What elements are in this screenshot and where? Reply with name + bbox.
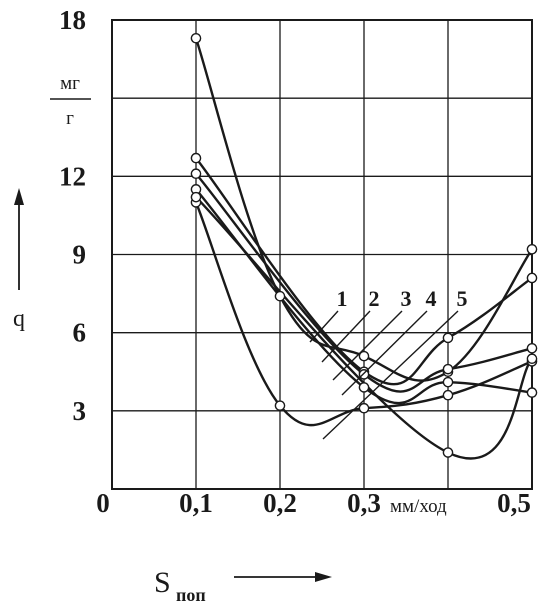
data-point bbox=[526, 243, 538, 255]
x-tick-label: 0 bbox=[96, 488, 110, 518]
data-point bbox=[526, 342, 538, 354]
x-tick-label: 0,3 bbox=[347, 488, 381, 518]
curve-label-4: 4 bbox=[426, 286, 437, 311]
series-line-1 bbox=[194, 37, 533, 382]
data-point bbox=[442, 376, 454, 388]
curve-label-2: 2 bbox=[369, 286, 380, 311]
data-point bbox=[274, 290, 286, 302]
curves bbox=[194, 37, 533, 460]
leader-line-5 bbox=[322, 310, 459, 440]
data-point bbox=[190, 152, 202, 164]
y-unit-denominator: г bbox=[66, 108, 74, 129]
x-arrow-icon bbox=[234, 572, 332, 582]
data-point bbox=[190, 168, 202, 180]
data-point bbox=[442, 363, 454, 375]
x-unit-label: мм/ход bbox=[390, 496, 447, 517]
data-point bbox=[274, 400, 286, 411]
data-point bbox=[442, 332, 454, 344]
data-point bbox=[442, 389, 454, 401]
data-point bbox=[358, 350, 370, 362]
y-tick-label: 3 bbox=[73, 396, 87, 426]
tick-labels: 3 6 9 12 18 0 0,1 0,2 0,3 0,5 bbox=[59, 5, 531, 518]
data-point bbox=[358, 382, 370, 393]
data-point bbox=[190, 32, 202, 44]
series-line-3 bbox=[195, 172, 533, 393]
y-tick-label: 12 bbox=[59, 161, 86, 191]
series-line-2 bbox=[195, 157, 533, 386]
series-line-5 bbox=[194, 201, 533, 427]
data-point bbox=[526, 272, 538, 284]
grid bbox=[111, 19, 533, 490]
leader-line-3 bbox=[332, 310, 403, 381]
x-tick-label: 0,1 bbox=[179, 488, 213, 518]
data-point bbox=[526, 387, 538, 398]
points bbox=[190, 32, 538, 458]
y-axis-label: q bbox=[13, 306, 25, 332]
curve-label-1: 1 bbox=[337, 286, 348, 311]
x-axis-label-subscript: поп bbox=[176, 585, 206, 602]
leader-line-2 bbox=[321, 310, 371, 363]
curve-label-3: 3 bbox=[401, 286, 412, 311]
data-point bbox=[358, 402, 370, 414]
x-tick-label: 0,5 bbox=[497, 488, 531, 518]
y-tick-label: 18 bbox=[59, 5, 86, 35]
data-point bbox=[190, 191, 202, 203]
leader-line-4 bbox=[341, 310, 428, 396]
data-point bbox=[358, 369, 370, 380]
x-axis-label: S bbox=[154, 566, 171, 599]
leader-line-1 bbox=[309, 310, 339, 343]
data-point bbox=[526, 353, 538, 365]
curve-label-5: 5 bbox=[457, 286, 468, 311]
series-line-extra bbox=[195, 196, 533, 460]
y-tick-label: 6 bbox=[73, 318, 87, 348]
y-tick-label: 9 bbox=[73, 240, 87, 270]
y-unit-numerator: мг bbox=[60, 73, 80, 94]
y-arrow-icon bbox=[14, 188, 24, 290]
data-point bbox=[442, 447, 454, 458]
x-tick-label: 0,2 bbox=[263, 488, 297, 518]
